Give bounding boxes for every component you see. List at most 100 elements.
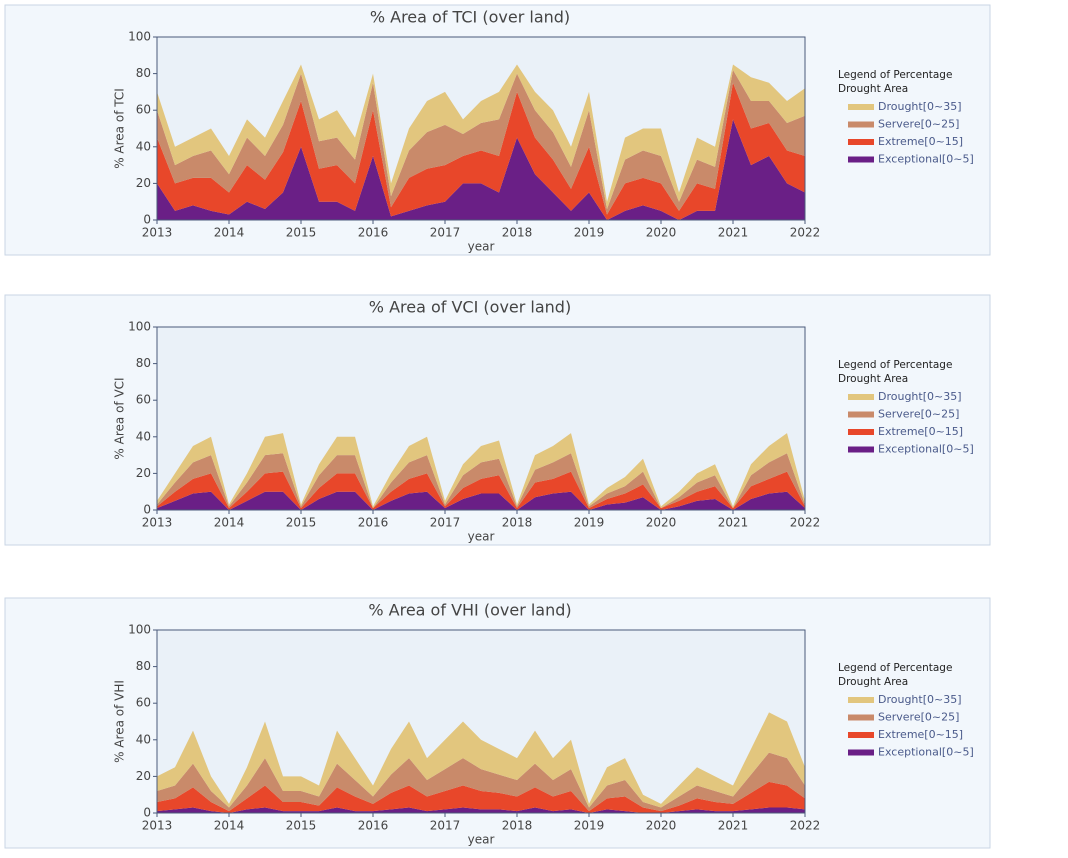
area [157,491,805,510]
x-tick-label: 2013 [142,516,173,530]
y-axis-label: % Area of TCI [113,88,127,169]
area [157,69,805,215]
chart-title: % Area of VHI (over land) [368,601,571,620]
y-tick-label: 20 [136,176,151,190]
legend-swatch [848,446,874,453]
y-tick-label: 40 [136,139,151,153]
x-tick-label: 2022 [790,226,821,240]
x-tick-label: 2017 [430,819,461,833]
x-axis-label: year [468,833,495,847]
legend-label: Exceptional[0~5] [878,746,974,759]
y-tick-label: 40 [136,429,151,443]
legend-title: Legend of Percentage [838,69,952,81]
legend-swatch [848,749,874,756]
area [157,752,805,812]
legend-label: Servere[0~25] [878,118,959,131]
legend-swatch [848,104,874,110]
legend-label: Servere[0~25] [878,408,959,421]
plot-border [156,326,806,511]
legend-swatch [848,714,874,721]
x-tick-label: 2016 [358,516,389,530]
area [157,119,805,220]
x-tick-label: 2016 [358,819,389,833]
y-tick-label: 60 [136,696,151,710]
y-tick-label: 60 [136,393,151,407]
legend-label: Extreme[0~15] [878,135,963,148]
area [157,712,805,808]
x-tick-label: 2015 [286,819,317,833]
legend-label: Exceptional[0~5] [878,443,974,456]
y-tick-label: 100 [128,623,151,637]
legend-swatch [848,732,874,738]
x-tick-label: 2018 [502,819,533,833]
area [157,781,805,813]
legend-label: Drought[0~35] [878,390,962,403]
legend-label: Drought[0~35] [878,100,962,113]
legend-label: Drought[0~35] [878,693,962,706]
legend-label: Exceptional[0~5] [878,153,974,166]
legend-swatch [848,156,874,163]
x-tick-label: 2014 [214,819,245,833]
x-tick-label: 2017 [430,516,461,530]
plot-border [156,36,806,221]
area [157,64,805,210]
y-tick-label: 80 [136,356,151,370]
chart-title: % Area of VCI (over land) [369,298,571,317]
x-axis-label: year [468,530,495,544]
x-tick-label: 2022 [790,516,821,530]
x-tick-label: 2021 [718,819,749,833]
legend-title: Legend of Percentage [838,662,952,674]
x-axis-label: year [468,240,495,254]
x-tick-label: 2013 [142,226,173,240]
y-tick-label: 20 [136,466,151,480]
x-tick-label: 2014 [214,516,245,530]
y-tick-label: 80 [136,66,151,80]
chart-title: % Area of TCI (over land) [370,8,570,27]
y-tick-label: 100 [128,30,151,44]
x-tick-label: 2019 [574,819,605,833]
y-tick-label: 100 [128,320,151,334]
x-tick-label: 2019 [574,516,605,530]
x-tick-label: 2021 [718,516,749,530]
y-tick-label: 0 [143,213,151,227]
x-tick-label: 2019 [574,226,605,240]
legend-title: Drought Area [838,83,908,95]
area [157,82,805,220]
x-tick-label: 2014 [214,226,245,240]
legend-label: Servere[0~25] [878,711,959,724]
legend-label: Extreme[0~15] [878,425,963,438]
area [157,433,805,509]
x-tick-label: 2015 [286,226,317,240]
legend-label: Extreme[0~15] [878,728,963,741]
legend-swatch [848,429,874,435]
y-tick-label: 80 [136,659,151,673]
y-tick-label: 40 [136,732,151,746]
area [157,807,805,813]
x-tick-label: 2020 [646,226,677,240]
legend-title: Drought Area [838,676,908,688]
y-axis-label: % Area of VHI [113,680,127,763]
legend-swatch [848,121,874,128]
y-tick-label: 0 [143,503,151,517]
x-tick-label: 2013 [142,819,173,833]
x-tick-label: 2022 [790,819,821,833]
x-tick-label: 2018 [502,226,533,240]
legend-swatch [848,697,874,703]
x-tick-label: 2020 [646,516,677,530]
legend-swatch [848,394,874,400]
x-tick-label: 2015 [286,516,317,530]
plot-border [156,629,806,814]
y-tick-label: 20 [136,769,151,783]
y-tick-label: 60 [136,103,151,117]
x-tick-label: 2018 [502,516,533,530]
legend-swatch [848,411,874,418]
area [157,471,805,510]
legend-title: Drought Area [838,373,908,385]
y-axis-label: % Area of VCI [113,377,127,459]
y-tick-label: 0 [143,806,151,820]
x-tick-label: 2016 [358,226,389,240]
legend-title: Legend of Percentage [838,359,952,371]
area [157,453,805,509]
x-tick-label: 2020 [646,819,677,833]
